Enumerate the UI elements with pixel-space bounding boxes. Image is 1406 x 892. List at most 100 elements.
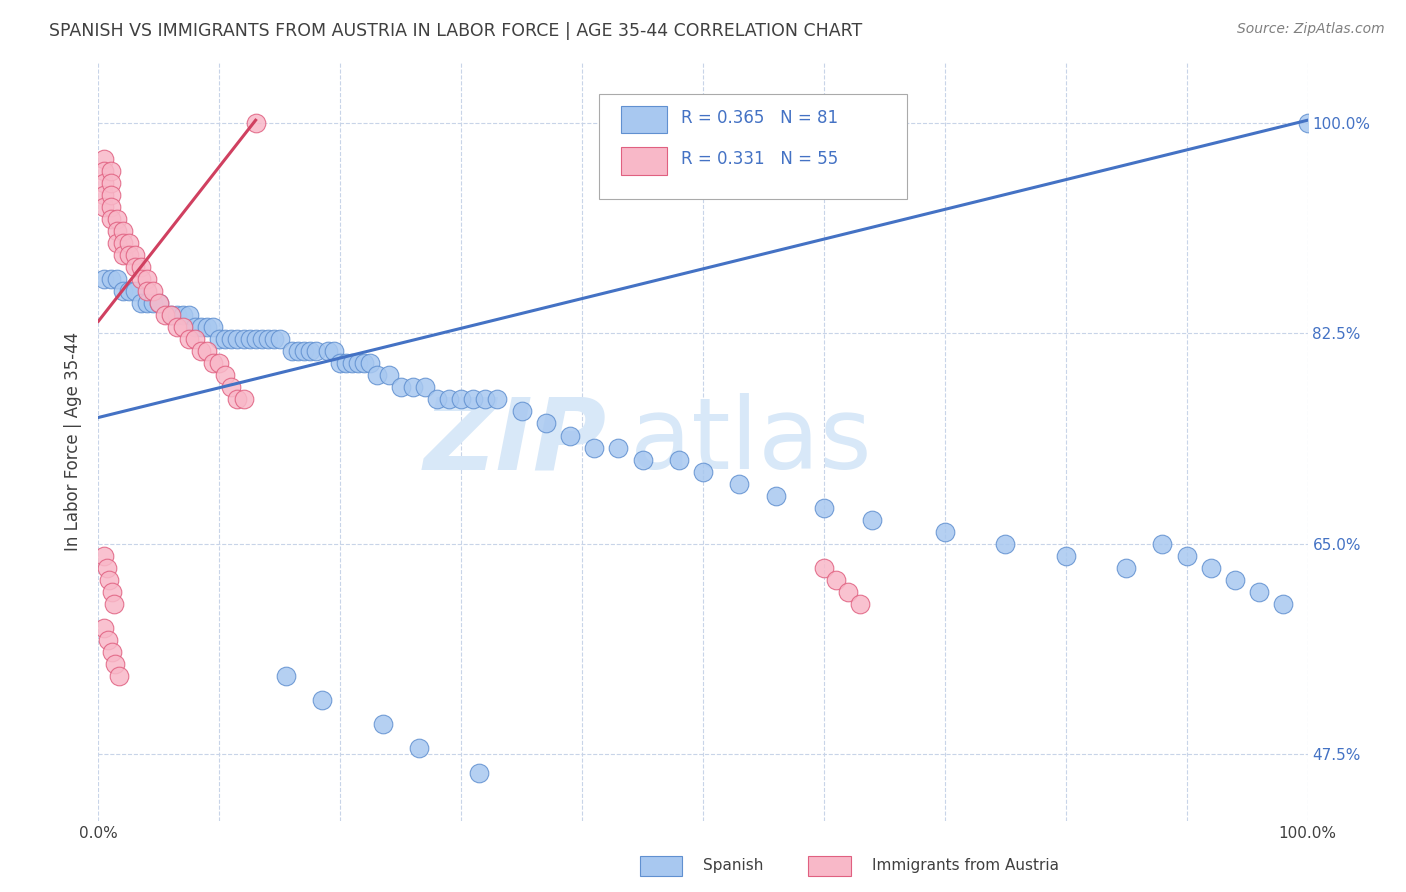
Point <box>1223 573 1246 587</box>
Point <box>160 308 183 322</box>
Point <box>408 741 430 756</box>
Point <box>111 284 134 298</box>
Point <box>287 344 309 359</box>
Y-axis label: In Labor Force | Age 35-44: In Labor Force | Age 35-44 <box>65 332 83 551</box>
Text: Spanish: Spanish <box>703 858 763 872</box>
Point <box>335 356 357 370</box>
Point <box>160 308 183 322</box>
Point <box>813 500 835 515</box>
Point <box>148 296 170 310</box>
Point <box>239 332 262 346</box>
Point <box>221 380 243 394</box>
Text: SPANISH VS IMMIGRANTS FROM AUSTRIA IN LABOR FORCE | AGE 35-44 CORRELATION CHART: SPANISH VS IMMIGRANTS FROM AUSTRIA IN LA… <box>49 22 862 40</box>
Point <box>124 248 146 262</box>
Point <box>172 320 194 334</box>
Point <box>1272 597 1295 611</box>
Point <box>118 248 141 262</box>
Point <box>93 152 115 166</box>
Text: R = 0.331   N = 55: R = 0.331 N = 55 <box>682 151 838 169</box>
Point <box>118 284 141 298</box>
Point <box>93 187 115 202</box>
Point <box>179 332 201 346</box>
Point <box>263 332 285 346</box>
Text: Source: ZipAtlas.com: Source: ZipAtlas.com <box>1237 22 1385 37</box>
Point <box>1249 585 1271 599</box>
Point <box>135 272 157 286</box>
Point <box>1115 561 1137 575</box>
Point <box>269 332 291 346</box>
Point <box>813 561 835 575</box>
Point <box>93 621 115 635</box>
Point <box>124 260 146 274</box>
Point <box>353 356 375 370</box>
Point <box>292 344 315 359</box>
Point <box>105 224 128 238</box>
Point <box>299 344 322 359</box>
Point <box>195 344 218 359</box>
Point <box>100 176 122 190</box>
Point <box>274 669 297 683</box>
Text: ZIP: ZIP <box>423 393 606 490</box>
Point <box>486 392 509 407</box>
Point <box>190 320 212 334</box>
Point <box>468 765 491 780</box>
Point <box>728 476 751 491</box>
FancyBboxPatch shape <box>599 95 907 199</box>
Point <box>184 320 207 334</box>
Point <box>1296 115 1319 129</box>
Point <box>329 356 352 370</box>
Point <box>934 524 956 539</box>
Point <box>166 320 188 334</box>
Point <box>849 597 872 611</box>
Point <box>179 308 201 322</box>
Point <box>250 332 273 346</box>
Text: atlas: atlas <box>630 393 872 490</box>
Point <box>124 284 146 298</box>
Point <box>692 465 714 479</box>
Point <box>437 392 460 407</box>
Point <box>208 356 231 370</box>
Point <box>100 645 122 659</box>
Point <box>190 344 212 359</box>
Point <box>142 296 165 310</box>
Point <box>208 332 231 346</box>
Point <box>129 260 152 274</box>
Point <box>232 392 254 407</box>
Point <box>111 235 134 250</box>
Point <box>360 356 382 370</box>
Point <box>100 585 122 599</box>
Point <box>221 332 243 346</box>
Point <box>202 320 225 334</box>
Point <box>195 320 218 334</box>
Point <box>607 441 630 455</box>
Point <box>100 272 122 286</box>
Point <box>1152 537 1174 551</box>
Point <box>994 537 1017 551</box>
Point <box>765 489 787 503</box>
Point <box>860 513 883 527</box>
Point <box>426 392 449 407</box>
Point <box>1199 561 1222 575</box>
Point <box>668 452 690 467</box>
Point <box>631 452 654 467</box>
Point <box>153 308 176 322</box>
Point <box>1175 549 1198 563</box>
Point <box>558 428 581 442</box>
Point <box>93 549 115 563</box>
Point <box>366 368 388 383</box>
Bar <box>808 856 851 876</box>
Point <box>450 392 472 407</box>
Point <box>166 308 188 322</box>
Point <box>93 200 115 214</box>
Point <box>105 211 128 226</box>
Bar <box>640 856 682 876</box>
Point <box>226 332 249 346</box>
Point <box>104 657 127 672</box>
Point <box>413 380 436 394</box>
Point <box>377 368 399 383</box>
Point <box>98 573 121 587</box>
Point <box>103 597 125 611</box>
Point <box>825 573 848 587</box>
Point <box>534 417 557 431</box>
Point <box>402 380 425 394</box>
